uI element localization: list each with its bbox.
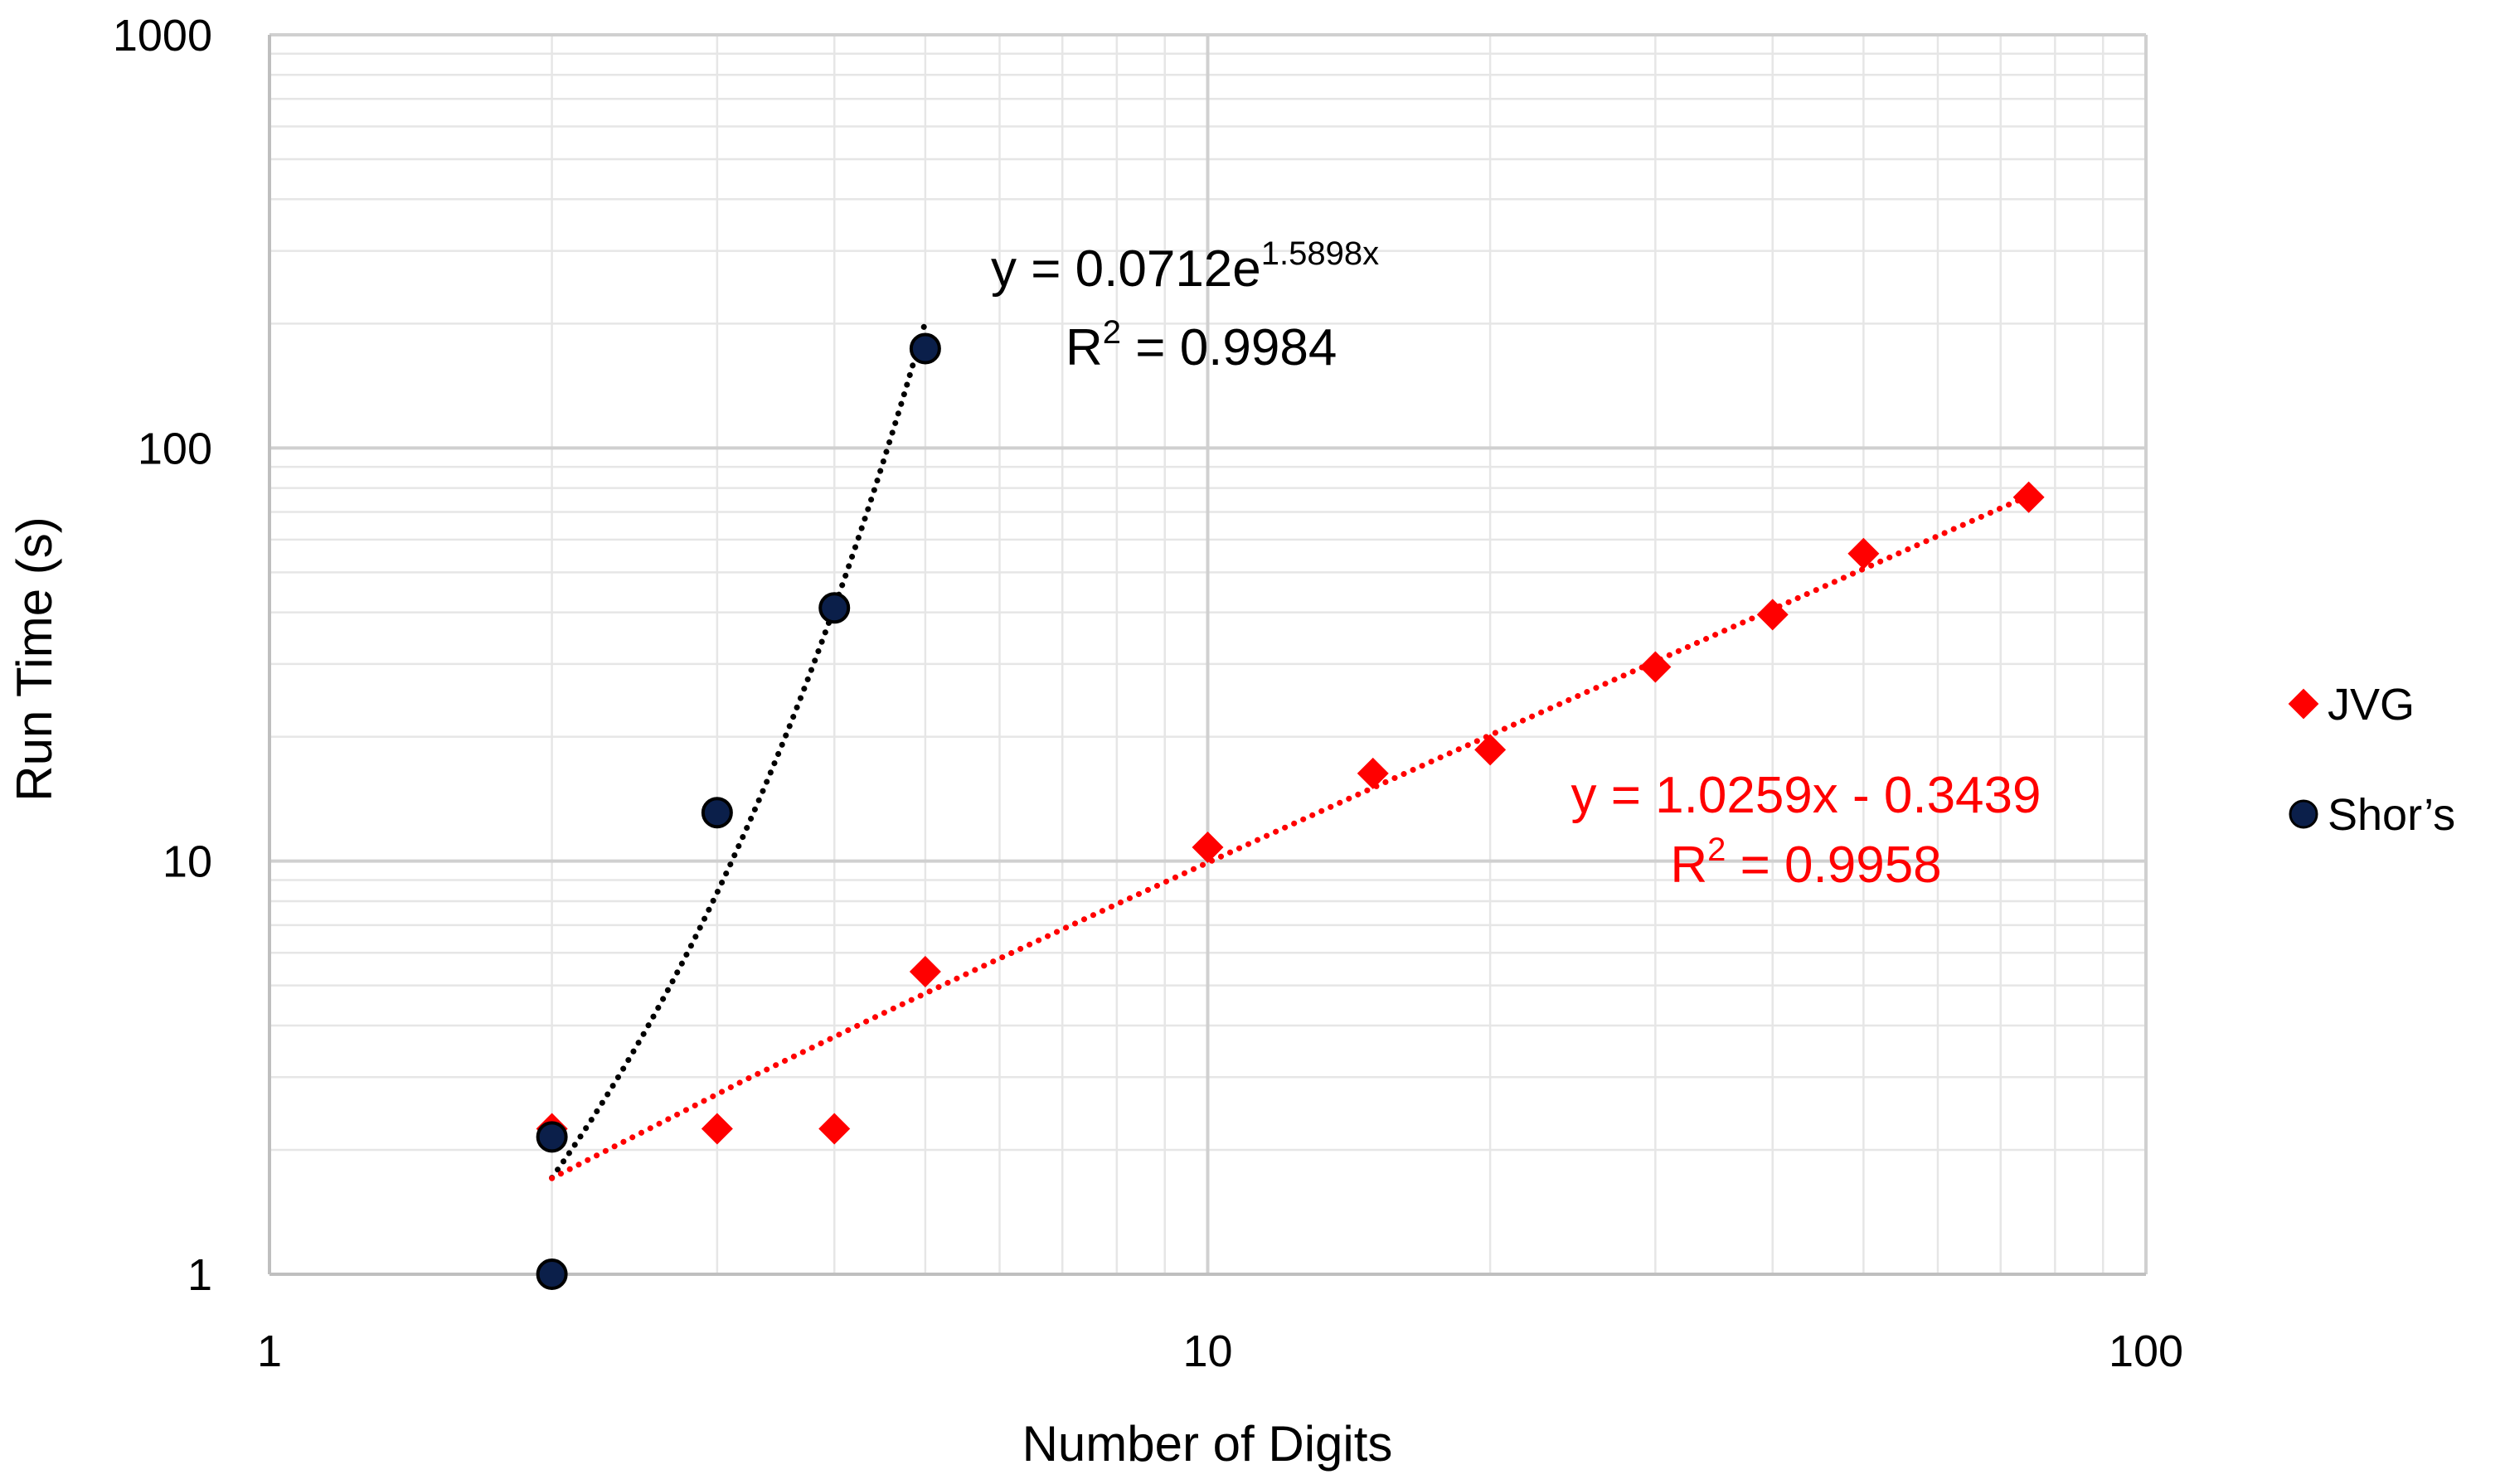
y-tick-label: 1000 bbox=[113, 11, 212, 61]
svg-text:R2 = 0.9984: R2 = 0.9984 bbox=[1066, 314, 1337, 376]
svg-text:y = 0.0712e1.5898x: y = 0.0712e1.5898x bbox=[991, 235, 1379, 298]
x-tick-labels: 1 10 100 bbox=[257, 1326, 2183, 1376]
y-tick-labels: 1 10 100 1000 bbox=[113, 11, 212, 1300]
y-axis-title: Run Time (s) bbox=[7, 516, 62, 801]
shor-r2-prefix: R bbox=[1066, 319, 1103, 376]
trendlines bbox=[549, 319, 2032, 1181]
plot-area bbox=[268, 33, 2148, 1276]
shors-data-point bbox=[818, 592, 851, 624]
shor-equation-exponent: 1.5898x bbox=[1261, 235, 1379, 272]
legend-marker-jvg bbox=[2288, 688, 2319, 720]
jvg-data-point bbox=[1474, 734, 1507, 766]
legend-item-shors: Shor’s bbox=[2289, 790, 2455, 840]
shor-r2-value: = 0.9984 bbox=[1121, 319, 1337, 376]
jvg-data-point bbox=[701, 1113, 733, 1145]
jvg-data-point bbox=[1639, 651, 1672, 683]
shors-data-point bbox=[536, 1121, 568, 1153]
jvg-data-point bbox=[1357, 757, 1389, 789]
legend-label-jvg: JVG bbox=[2328, 680, 2415, 730]
legend-label-shors: Shor’s bbox=[2328, 790, 2455, 840]
shors-data-point bbox=[701, 797, 733, 829]
shor-trendline bbox=[549, 319, 929, 1181]
svg-text:R2 = 0.9958: R2 = 0.9958 bbox=[1670, 832, 1941, 894]
jvg-data-point bbox=[909, 956, 941, 988]
x-tick-label: 10 bbox=[1182, 1326, 1232, 1376]
jvg-r2-superscript: 2 bbox=[1707, 832, 1726, 868]
jvg-trendline-equation: y = 1.0259x - 0.3439 R2 = 0.9958 bbox=[1570, 767, 2041, 894]
jvg-data-point bbox=[1847, 537, 1880, 570]
shors-data-point bbox=[909, 332, 941, 365]
legend-item-jvg: JVG bbox=[2288, 680, 2415, 730]
jvg-data-point bbox=[818, 1113, 851, 1145]
y-tick-label: 10 bbox=[163, 837, 212, 887]
shor-equation-main: y = 0.0712e bbox=[991, 240, 1261, 298]
legend: JVG Shor’s bbox=[2288, 680, 2455, 840]
x-axis-title: Number of Digits bbox=[1022, 1416, 1393, 1472]
jvg-equation-main: y = 1.0259x - 0.3439 bbox=[1570, 767, 2041, 824]
shors-data-point bbox=[536, 1258, 568, 1290]
jvg-trendline bbox=[549, 492, 2032, 1181]
shor-r2-superscript: 2 bbox=[1103, 314, 1121, 351]
legend-marker-shors bbox=[2289, 799, 2318, 829]
jvg-data-point bbox=[1192, 832, 1224, 864]
y-tick-label: 1 bbox=[187, 1250, 212, 1300]
jvg-r2-value: = 0.9958 bbox=[1726, 837, 1941, 894]
jvg-data-point bbox=[2012, 481, 2045, 513]
jvg-r2-prefix: R bbox=[1670, 837, 1707, 894]
data-points bbox=[536, 332, 2045, 1290]
shor-trendline-equation: y = 0.0712e1.5898x R2 = 0.9984 bbox=[991, 235, 1379, 376]
x-tick-label: 100 bbox=[2109, 1326, 2183, 1376]
y-tick-label: 100 bbox=[138, 424, 212, 473]
x-tick-label: 1 bbox=[257, 1326, 282, 1376]
jvg-data-point bbox=[1756, 599, 1789, 631]
